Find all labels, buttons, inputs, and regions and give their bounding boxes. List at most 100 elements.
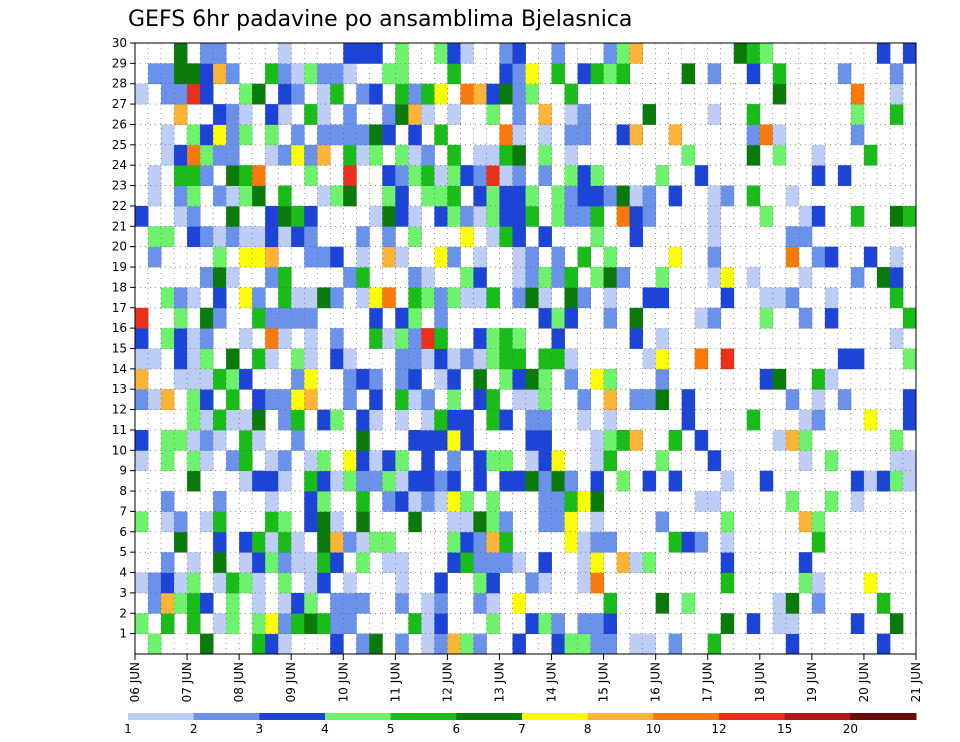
- colorbar-swatch: [259, 713, 326, 720]
- heatmap-cell: [902, 307, 917, 329]
- heatmap-cell: [551, 246, 565, 268]
- heatmap-cell: [902, 43, 917, 64]
- heatmap-cell: [148, 389, 162, 410]
- heatmap-cell: [382, 165, 396, 186]
- heatmap-cell: [317, 409, 331, 431]
- heatmap-cell: [161, 552, 175, 573]
- heatmap-cell: [148, 165, 162, 186]
- heatmap-cell: [473, 246, 487, 268]
- heatmap-cell: [811, 368, 826, 390]
- heatmap-cell: [720, 613, 735, 635]
- heatmap-cell: [707, 104, 722, 125]
- heatmap-cell: [499, 205, 513, 227]
- heatmap-cell: [304, 511, 318, 533]
- heatmap-cell: [252, 572, 266, 594]
- heatmap-cell: [174, 429, 188, 451]
- heatmap-cell: [512, 104, 526, 125]
- heatmap-cell: [174, 348, 188, 370]
- heatmap-cell: [278, 83, 292, 105]
- heatmap-cell: [629, 185, 644, 207]
- heatmap-cell: [473, 552, 487, 573]
- heatmap-cell: [174, 43, 188, 64]
- heatmap-cell: [382, 491, 396, 512]
- heatmap-cell: [447, 511, 461, 533]
- heatmap-cell: [772, 63, 787, 85]
- heatmap-cell: [486, 450, 500, 472]
- heatmap-cell: [356, 124, 370, 146]
- heatmap-cell: [577, 165, 591, 186]
- heatmap-cell: [226, 348, 240, 370]
- x-tick-label: 11 JUN: [388, 662, 402, 702]
- heatmap-cell: [486, 552, 500, 573]
- heatmap-cell: [226, 165, 240, 186]
- heatmap-cell: [408, 165, 422, 186]
- heatmap-cell: [304, 348, 318, 370]
- heatmap-cell: [278, 572, 292, 594]
- heatmap-cell: [161, 613, 175, 635]
- heatmap-cell: [213, 144, 227, 166]
- heatmap-cell: [642, 389, 657, 410]
- heatmap-cell: [356, 491, 370, 512]
- colorbar-tick-label: 1: [124, 722, 132, 736]
- heatmap-cell: [356, 144, 370, 166]
- heatmap-cell: [317, 531, 331, 553]
- heatmap-cell: [369, 205, 383, 227]
- heatmap-cell: [759, 205, 774, 227]
- x-tick-label: 15 JUN: [597, 662, 611, 702]
- heatmap-cell: [421, 185, 435, 207]
- heatmap-cell: [278, 613, 292, 635]
- y-tick-label: 26: [112, 117, 127, 131]
- heatmap-cell: [889, 63, 904, 85]
- heatmap-cell: [356, 409, 370, 431]
- heatmap-cell: [577, 124, 591, 146]
- heatmap-cell: [330, 409, 344, 431]
- x-tick-label: 18 JUN: [753, 662, 767, 702]
- heatmap-cell: [590, 552, 604, 573]
- heatmap-cell: [642, 470, 657, 492]
- heatmap-cell: [746, 409, 761, 431]
- heatmap-cell: [590, 531, 604, 553]
- heatmap-cell: [525, 613, 539, 635]
- heatmap-cell: [135, 83, 149, 105]
- heatmap-cell: [759, 124, 774, 146]
- heatmap-cell: [395, 246, 409, 268]
- heatmap-cell: [681, 144, 696, 166]
- heatmap-cell: [629, 328, 644, 349]
- heatmap-cell: [226, 368, 240, 390]
- heatmap-cell: [161, 226, 175, 248]
- heatmap-cell: [785, 246, 800, 268]
- heatmap-cell: [200, 267, 214, 288]
- heatmap-cell: [213, 409, 227, 431]
- heatmap-cell: [252, 287, 266, 309]
- heatmap-cell: [538, 287, 552, 309]
- heatmap-cell: [486, 104, 500, 125]
- heatmap-cell: [564, 185, 578, 207]
- heatmap-cell: [252, 83, 266, 105]
- heatmap-cell: [369, 470, 383, 492]
- heatmap-cell: [304, 144, 318, 166]
- heatmap-cell: [811, 389, 826, 410]
- heatmap-cell: [330, 552, 344, 573]
- heatmap-cell: [226, 205, 240, 227]
- colorbar-swatch: [784, 713, 851, 720]
- heatmap-cell: [291, 287, 305, 309]
- heatmap-cell: [330, 531, 344, 553]
- heatmap-cell: [252, 592, 266, 614]
- heatmap-cell: [356, 511, 370, 533]
- heatmap-cell: [486, 185, 500, 207]
- heatmap-cell: [655, 368, 670, 390]
- heatmap-cell: [863, 144, 878, 166]
- heatmap-cell: [564, 104, 578, 125]
- heatmap-cell: [538, 124, 552, 146]
- heatmap-cell: [161, 287, 175, 309]
- heatmap-cell: [291, 226, 305, 248]
- heatmap-cell: [460, 633, 474, 655]
- colorbar-tick-label: 6: [453, 722, 461, 736]
- heatmap-cell: [187, 144, 201, 166]
- heatmap-cell: [161, 63, 175, 85]
- heatmap-cell: [772, 83, 787, 105]
- heatmap-cell: [564, 165, 578, 186]
- heatmap-cell: [213, 368, 227, 390]
- heatmap-cell: [642, 205, 657, 227]
- heatmap-cell: [798, 226, 813, 248]
